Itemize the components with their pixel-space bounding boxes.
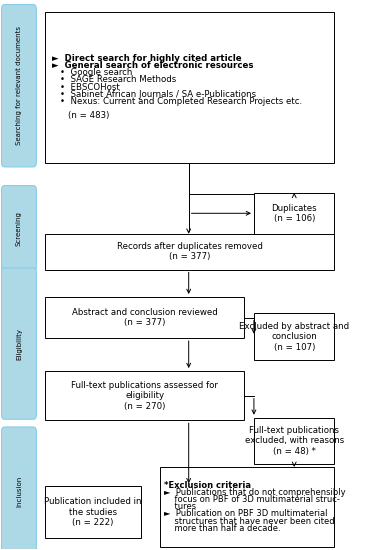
Bar xyxy=(45,371,244,420)
Text: Screening: Screening xyxy=(16,211,22,246)
Text: Searching for relevant documents: Searching for relevant documents xyxy=(16,26,22,145)
Text: ►  Direct search for highly cited article: ► Direct search for highly cited article xyxy=(53,54,242,63)
Text: tures: tures xyxy=(164,502,196,512)
FancyBboxPatch shape xyxy=(2,4,36,167)
Text: •  SAGE Research Methods: • SAGE Research Methods xyxy=(60,75,176,85)
Text: *Exclusion criteria: *Exclusion criteria xyxy=(164,481,251,490)
Bar xyxy=(254,417,334,464)
Text: focus on PBF of 3D multimaterial struc-: focus on PBF of 3D multimaterial struc- xyxy=(164,495,339,504)
Bar xyxy=(45,297,244,338)
FancyBboxPatch shape xyxy=(2,185,36,271)
Text: (n = 483): (n = 483) xyxy=(68,111,109,120)
FancyBboxPatch shape xyxy=(2,268,36,419)
Bar xyxy=(45,486,141,538)
Text: ►  Publications that do not comprehensibly: ► Publications that do not comprehensibl… xyxy=(164,488,345,497)
Text: ►  Publication on PBF 3D multimaterial: ► Publication on PBF 3D multimaterial xyxy=(164,509,327,519)
Text: Eligibility: Eligibility xyxy=(16,328,22,360)
Text: Duplicates
(n = 106): Duplicates (n = 106) xyxy=(271,204,317,223)
FancyBboxPatch shape xyxy=(2,427,36,550)
Bar xyxy=(254,314,334,360)
Bar xyxy=(160,467,334,547)
Bar xyxy=(45,12,334,163)
Text: •  EBSCOHost: • EBSCOHost xyxy=(60,82,120,92)
Text: Records after duplicates removed
(n = 377): Records after duplicates removed (n = 37… xyxy=(117,242,263,261)
Text: ►  General search of electronic resources: ► General search of electronic resources xyxy=(53,61,254,70)
Text: Abstract and conclusion reviewed
(n = 377): Abstract and conclusion reviewed (n = 37… xyxy=(72,308,218,327)
Text: Full-text publications
excluded, with reasons
(n = 48) *: Full-text publications excluded, with re… xyxy=(245,426,344,456)
Text: •  Nexus: Current and Completed Research Projects etc.: • Nexus: Current and Completed Research … xyxy=(60,97,302,106)
Text: structures that have never been cited: structures that have never been cited xyxy=(164,516,334,526)
Text: Publication included in
the studies
(n = 222): Publication included in the studies (n =… xyxy=(44,497,142,527)
Text: Full-text publications assessed for
eligibility
(n = 270): Full-text publications assessed for elig… xyxy=(71,381,218,411)
Text: Excluded by abstract and
conclusion
(n = 107): Excluded by abstract and conclusion (n =… xyxy=(239,322,349,351)
Text: •  Sabinet African Journals / SA e-Publications: • Sabinet African Journals / SA e-Public… xyxy=(60,90,256,99)
Bar xyxy=(45,234,334,270)
Text: •  Google search: • Google search xyxy=(60,68,132,78)
Text: more than half a decade.: more than half a decade. xyxy=(164,524,280,533)
Text: Inclusion: Inclusion xyxy=(16,476,22,507)
Bar xyxy=(254,192,334,234)
